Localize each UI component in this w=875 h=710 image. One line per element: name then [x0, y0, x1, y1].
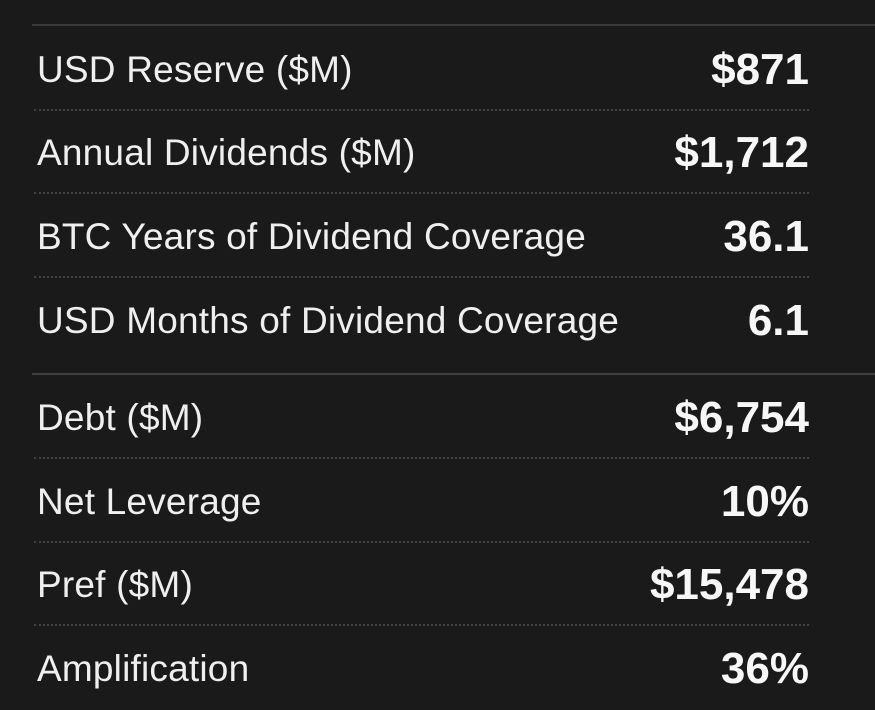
- top-divider: [32, 24, 875, 26]
- metric-value: $871: [711, 44, 809, 94]
- metric-label: Amplification: [37, 647, 250, 689]
- metric-value: 36.1: [723, 211, 809, 261]
- metric-row-btc-years-coverage: BTC Years of Dividend Coverage 36.1: [34, 195, 809, 278]
- metric-value: $1,712: [674, 127, 809, 177]
- metric-row-pref: Pref ($M) $15,478: [34, 543, 809, 626]
- section-divider: [32, 373, 875, 375]
- metric-row-debt: Debt ($M) $6,754: [34, 376, 809, 459]
- metric-label: Debt ($M): [37, 396, 204, 438]
- metric-label: Annual Dividends ($M): [37, 131, 416, 173]
- metric-row-usd-months-coverage: USD Months of Dividend Coverage 6.1: [37, 279, 809, 362]
- metric-label: Pref ($M): [37, 563, 193, 605]
- metric-value: 36%: [720, 643, 809, 693]
- metric-value: 6.1: [747, 295, 809, 345]
- metric-label: Net Leverage: [37, 480, 262, 522]
- metric-row-annual-dividends: Annual Dividends ($M) $1,712: [34, 111, 809, 194]
- metric-row-amplification: Amplification 36%: [37, 627, 809, 710]
- metric-value: 10%: [720, 476, 809, 526]
- metric-value: $6,754: [674, 392, 809, 442]
- metric-row-usd-reserve: USD Reserve ($M) $871: [34, 28, 809, 111]
- metric-value: $15,478: [649, 559, 809, 609]
- metric-label: USD Months of Dividend Coverage: [37, 299, 620, 341]
- metric-label: BTC Years of Dividend Coverage: [37, 215, 586, 257]
- metric-row-net-leverage: Net Leverage 10%: [34, 460, 809, 543]
- metric-label: USD Reserve ($M): [37, 48, 353, 90]
